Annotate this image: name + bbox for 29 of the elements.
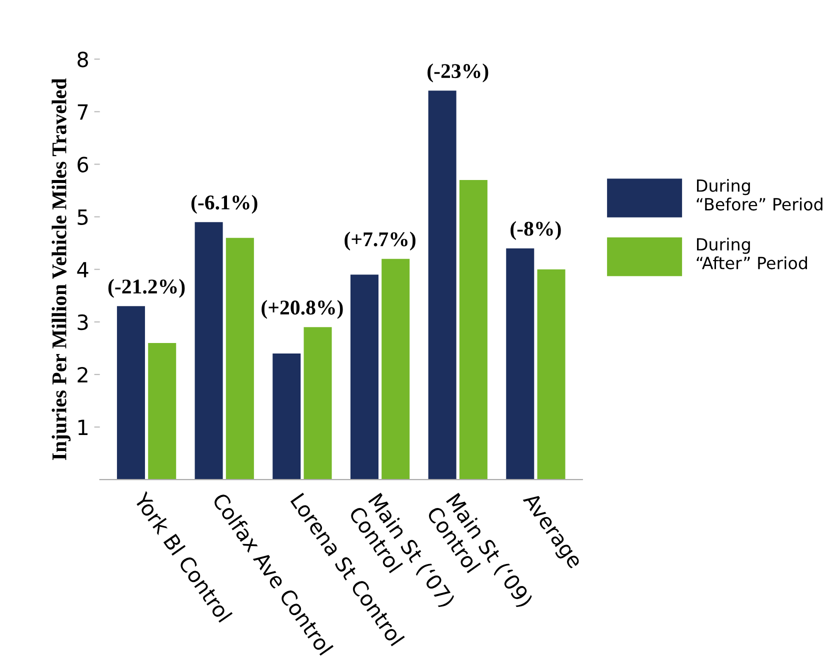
- bar: [304, 327, 332, 480]
- bar: [272, 353, 301, 480]
- bar: [506, 248, 534, 480]
- annotation: (+7.7%): [344, 232, 416, 251]
- annotation: (-6.1%): [191, 194, 258, 214]
- bar: [428, 90, 456, 480]
- annotation: (+20.8%): [262, 300, 343, 319]
- y-tick-label: 1: [78, 420, 88, 435]
- y-tick-label: 5: [78, 210, 88, 226]
- bar: [350, 274, 378, 480]
- bar: [148, 342, 176, 480]
- y-tick-label: 2: [78, 366, 88, 382]
- legend-label: During “Before” Period: [696, 179, 822, 211]
- y-tick-label: 6: [78, 156, 88, 172]
- bar: [116, 306, 145, 480]
- y-axis-title: Injuries Per Million Vehicle Miles Traveled: [52, 78, 71, 460]
- annotation: (-21.2%): [108, 278, 185, 298]
- y-tick-label: 3: [78, 314, 88, 330]
- y-tick-label: 4: [77, 262, 88, 278]
- bar: [382, 258, 410, 480]
- bar: [537, 269, 566, 480]
- y-tick-label: 8: [78, 52, 88, 68]
- bar: [459, 180, 488, 480]
- annotation: (-8%): [510, 221, 561, 240]
- legend-label: During “After” Period: [696, 238, 807, 270]
- bar: [194, 222, 223, 480]
- bar: [226, 238, 254, 480]
- annotation: (-23%): [428, 63, 488, 82]
- y-tick-label: 7: [78, 104, 88, 120]
